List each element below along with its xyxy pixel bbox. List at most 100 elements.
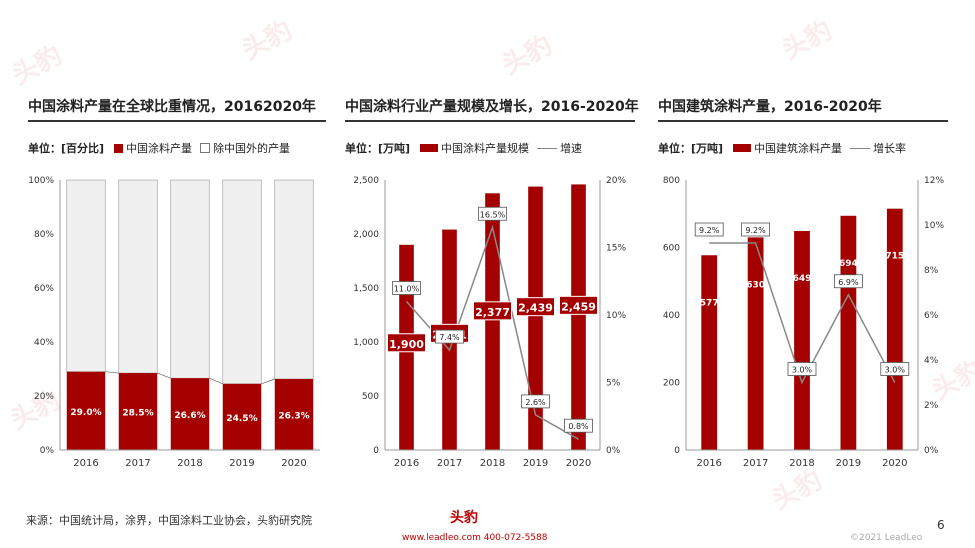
x-tick-label: 2019 xyxy=(229,458,254,469)
line-label: 3.0% xyxy=(792,366,813,375)
line-label-box xyxy=(833,274,863,289)
legend-swatch xyxy=(114,143,124,153)
brand-logo: 头豹 xyxy=(450,510,478,526)
line-label-box xyxy=(564,418,593,433)
bar-rest-of-world xyxy=(118,179,158,374)
bar xyxy=(886,208,903,450)
data-label: 577 xyxy=(700,298,719,308)
bar-rest-of-world xyxy=(170,179,210,379)
y-tick-label: 0% xyxy=(40,446,55,456)
y-tick-label: 0 xyxy=(373,446,379,456)
y2-tick-label: 2% xyxy=(924,401,939,411)
data-label: 630 xyxy=(746,280,765,290)
copyright: ©2021 LeadLeo xyxy=(850,533,923,543)
chart-panel-architectural: 中国建筑涂料产量，2016-2020年 单位：[万吨] 中国建筑涂料产量 增长率… xyxy=(658,96,948,469)
line-label: 6.9% xyxy=(838,278,859,287)
line-label-box xyxy=(478,206,507,221)
chart-panel-output: 中国涂料行业产量规模及增长，2016-2020年 单位：[万吨] 中国涂料产量规… xyxy=(345,96,639,469)
y2-tick-label: 0% xyxy=(924,446,939,456)
x-tick-label: 2016 xyxy=(73,458,98,469)
unit-label: 单位：[万吨] xyxy=(658,142,724,155)
x-tick-label: 2020 xyxy=(281,458,306,469)
legend-swatch xyxy=(850,147,871,149)
data-label-box xyxy=(387,333,426,353)
watermark: 头豹 xyxy=(7,40,68,92)
data-label: 26.3% xyxy=(278,411,309,421)
y-tick-label: 80% xyxy=(34,230,54,240)
bar xyxy=(528,186,543,450)
bar xyxy=(747,237,764,450)
line-label: 0.8% xyxy=(568,422,589,431)
bar-china xyxy=(66,371,106,450)
y-tick-label: 800 xyxy=(663,176,680,186)
y-tick-label: 60% xyxy=(34,284,54,294)
line-label-box xyxy=(880,362,910,376)
x-tick-label: 2019 xyxy=(523,458,548,469)
series-line xyxy=(709,242,896,385)
x-tick-label: 2020 xyxy=(566,458,591,469)
line-label-box xyxy=(392,281,421,295)
y-tick-label: 20% xyxy=(34,392,54,402)
bar-china xyxy=(118,373,158,450)
y2-tick-label: 0% xyxy=(606,446,621,456)
bar-china xyxy=(274,378,314,450)
y-tick-label: 1,000 xyxy=(353,338,379,348)
y2-tick-label: 5% xyxy=(606,379,621,389)
legend-swatch xyxy=(200,143,211,153)
legend-label: 中国涂料产量 xyxy=(126,142,193,155)
chart-share-stacked-bar: 0% 20% 40% 60% 80% 100% 29.0% 2016 28.5% 2017 26.6… xyxy=(28,176,320,469)
x-tick-label: 2017 xyxy=(437,458,462,469)
y-tick-label: 200 xyxy=(663,379,680,389)
legend-item: 中国涂料产量 xyxy=(114,140,192,156)
connector-line xyxy=(157,372,171,379)
bar xyxy=(485,193,500,450)
data-label: 26.6% xyxy=(174,411,205,421)
source-note: 来源：中国统计局，涂界，中国涂料工业协会，头豹研究院 xyxy=(26,514,312,527)
bar xyxy=(701,255,718,450)
chart-title: 中国涂料产量在全球比重情况，20162020年 xyxy=(28,96,326,122)
line-label: 11.0% xyxy=(394,285,420,294)
line-label-box xyxy=(741,222,770,237)
data-label-box xyxy=(559,295,598,315)
data-label: 24.5% xyxy=(226,414,257,424)
chart-title: 中国建筑涂料产量，2016-2020年 xyxy=(658,96,948,122)
connector-line xyxy=(261,378,275,385)
brand-contact: www.leadleo.com 400-072-5588 xyxy=(402,533,548,543)
y-tick-label: 400 xyxy=(663,311,680,321)
line-label-box xyxy=(435,329,464,344)
watermark: 头豹 xyxy=(777,15,838,67)
legend-item: 中国涂料产量规模 xyxy=(420,140,529,156)
line-label-box xyxy=(787,362,817,376)
legend-label: 除中国外的产量 xyxy=(213,142,291,155)
y2-tick-label: 20% xyxy=(606,176,626,186)
bar-rest-of-world xyxy=(66,179,106,372)
y-tick-label: 40% xyxy=(34,338,54,348)
y2-tick-label: 10% xyxy=(606,311,626,321)
legend-item: 增速 xyxy=(537,140,582,156)
unit-label: 单位：[万吨] xyxy=(345,142,411,155)
legend-item: 增长率 xyxy=(850,140,906,156)
connector-line xyxy=(209,377,223,385)
y-tick-label: 0 xyxy=(674,446,680,456)
y-tick-label: 1,500 xyxy=(353,284,379,294)
x-tick-label: 2016 xyxy=(696,458,721,469)
data-label: 1,900 xyxy=(389,338,424,351)
data-label: 694 xyxy=(839,259,858,269)
chart-output-bar-line: 0 500 1,000 1,500 2,000 2,500 0% 5% 10% 15% 20% 201… xyxy=(353,176,626,469)
page-number: 6 xyxy=(937,518,945,532)
x-tick-label: 2018 xyxy=(480,458,505,469)
x-tick-label: 2017 xyxy=(125,458,150,469)
legend-label: 中国涂料产量规模 xyxy=(441,142,530,155)
connector-line xyxy=(105,371,119,374)
chart-title: 中国涂料行业产量规模及增长，2016-2020年 xyxy=(345,96,639,122)
bar-rest-of-world xyxy=(222,179,262,385)
x-tick-label: 2018 xyxy=(789,458,814,469)
bar-rest-of-world xyxy=(274,179,314,380)
x-tick-label: 2018 xyxy=(177,458,202,469)
y-tick-label: 2,000 xyxy=(353,230,379,240)
legend-swatch xyxy=(537,147,558,149)
unit-label: 单位：[百分比] xyxy=(28,142,105,155)
line-label: 9.2% xyxy=(699,226,720,235)
chart-panel-share: 中国涂料产量在全球比重情况，20162020年 单位：[百分比] 中国涂料产量 … xyxy=(28,96,326,469)
y2-tick-label: 6% xyxy=(924,311,939,321)
